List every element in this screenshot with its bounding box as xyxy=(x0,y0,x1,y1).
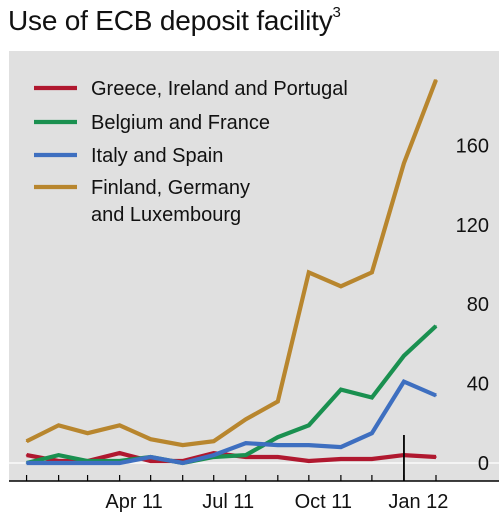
legend: Greece, Ireland and Portugal Belgium and … xyxy=(34,78,348,226)
data-point-2-10 xyxy=(340,446,342,448)
title-text: Use of ECB deposit facility xyxy=(8,5,333,36)
data-point-2-4 xyxy=(149,456,152,458)
series-layer xyxy=(25,79,438,466)
data-point-1-11 xyxy=(371,396,373,399)
x-tick-label-2: Oct 11 xyxy=(295,491,352,513)
data-point-2-1 xyxy=(57,462,60,464)
data-point-3-9 xyxy=(308,271,310,274)
data-point-3-3 xyxy=(118,424,121,427)
data-point-2-11 xyxy=(371,432,373,435)
legend-label-3-line2: and Luxembourg xyxy=(91,204,241,226)
x-tick-label-1: Jul 11 xyxy=(202,491,254,513)
data-point-3-11 xyxy=(371,271,373,274)
data-point-3-13 xyxy=(435,79,437,81)
data-point-3-10 xyxy=(340,285,342,288)
data-point-0-13 xyxy=(435,456,437,458)
data-point-2-12 xyxy=(403,380,405,383)
data-point-0-9 xyxy=(308,460,310,462)
data-point-2-2 xyxy=(86,462,89,464)
data-point-1-8 xyxy=(277,436,279,439)
data-point-3-4 xyxy=(149,438,152,441)
x-axis: Apr 11 Jul 11 Oct 11 Jan 12 xyxy=(9,435,499,513)
data-point-3-0 xyxy=(25,440,28,443)
data-point-2-9 xyxy=(308,444,310,446)
data-point-3-1 xyxy=(57,424,60,427)
y-tick-label-3: 120 xyxy=(456,215,489,237)
legend-label-0: Greece, Ireland and Portugal xyxy=(91,78,348,100)
data-point-0-3 xyxy=(118,452,121,454)
legend-label-1: Belgium and France xyxy=(91,112,270,134)
data-point-2-7 xyxy=(245,442,247,444)
data-point-2-0 xyxy=(25,462,28,464)
data-point-3-8 xyxy=(277,400,279,403)
data-point-3-2 xyxy=(86,432,89,435)
series-line-3 xyxy=(25,79,438,448)
data-point-1-13 xyxy=(435,325,437,327)
y-tick-label-1: 40 xyxy=(467,374,489,396)
data-point-2-8 xyxy=(277,444,279,446)
data-point-0-4 xyxy=(149,460,152,462)
data-point-0-11 xyxy=(371,458,373,460)
data-point-0-10 xyxy=(340,458,342,460)
data-point-3-5 xyxy=(181,444,184,446)
data-point-3-7 xyxy=(245,418,247,421)
title-footnote-marker: 3 xyxy=(332,4,341,21)
y-tick-label-4: 160 xyxy=(456,135,489,157)
data-point-2-13 xyxy=(435,394,437,397)
x-tick-label-3: Jan 12 xyxy=(388,491,448,513)
legend-label-3: Finland, Germany xyxy=(91,177,250,199)
data-point-2-5 xyxy=(181,462,184,464)
series-line-2 xyxy=(26,378,437,466)
data-point-2-3 xyxy=(118,462,121,464)
data-point-3-6 xyxy=(212,440,215,443)
chart-title: Use of ECB deposit facility3 xyxy=(8,4,341,37)
data-point-1-1 xyxy=(57,454,60,456)
data-point-2-6 xyxy=(212,454,215,456)
data-point-3-12 xyxy=(403,162,405,165)
legend-label-2: Italy and Spain xyxy=(91,145,223,167)
data-point-0-0 xyxy=(25,454,28,456)
data-point-0-8 xyxy=(277,456,279,458)
x-tick-label-0: Apr 11 xyxy=(105,491,162,513)
data-point-1-7 xyxy=(245,454,247,456)
y-tick-label-0: 0 xyxy=(478,453,489,475)
y-axis: 0 40 80 120 160 xyxy=(456,135,489,475)
data-point-1-10 xyxy=(340,388,342,391)
data-point-1-9 xyxy=(308,424,310,427)
y-tick-label-2: 80 xyxy=(467,294,489,316)
data-point-1-12 xyxy=(403,355,405,357)
